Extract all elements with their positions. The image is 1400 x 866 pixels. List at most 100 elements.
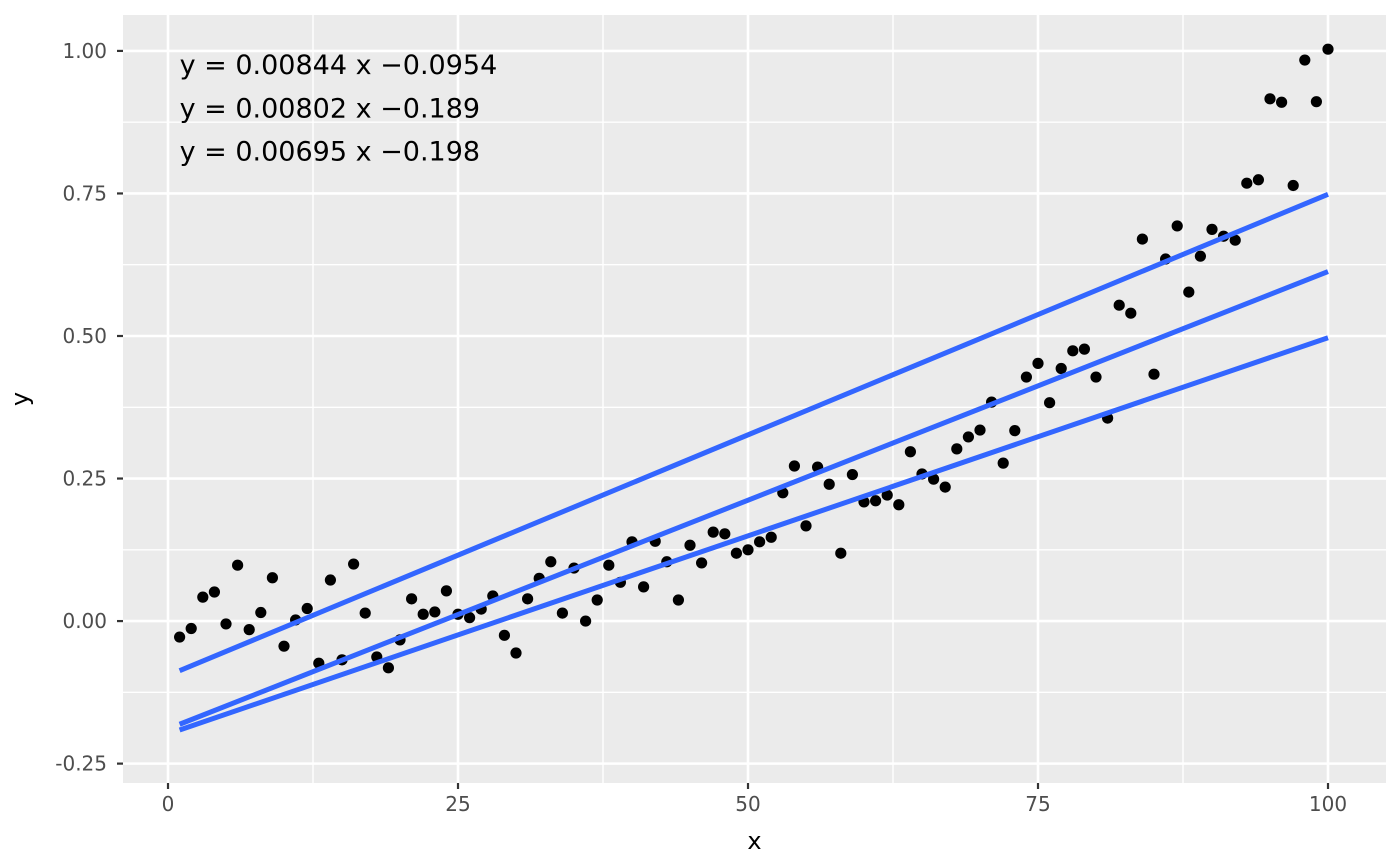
data-point bbox=[1078, 343, 1091, 355]
data-point bbox=[1183, 286, 1195, 298]
data-point bbox=[707, 526, 719, 538]
x-tick-label: 75 bbox=[1025, 792, 1050, 816]
data-point bbox=[197, 591, 209, 603]
equation-label: y = 0.00802 x −0.189 bbox=[180, 94, 480, 125]
data-point bbox=[846, 468, 859, 481]
data-point bbox=[1136, 233, 1149, 245]
regression-line bbox=[178, 269, 1329, 727]
equation-labels: y = 0.00844 x −0.0954 y = 0.00802 x −0.18… bbox=[180, 50, 498, 167]
data-point bbox=[232, 559, 244, 571]
data-point bbox=[348, 558, 360, 570]
y-tick-label: 0.25 bbox=[62, 467, 107, 491]
data-point bbox=[1020, 371, 1033, 383]
data-point bbox=[1206, 223, 1218, 235]
data-point bbox=[800, 520, 812, 532]
regression-line bbox=[178, 335, 1329, 733]
data-point bbox=[1252, 174, 1265, 186]
data-point bbox=[1044, 397, 1056, 409]
data-point bbox=[1299, 54, 1311, 66]
data-point bbox=[835, 547, 847, 559]
data-point bbox=[301, 602, 313, 615]
data-point bbox=[220, 618, 232, 630]
equation-label: y = 0.00695 x −0.198 bbox=[180, 136, 480, 167]
data-point bbox=[974, 424, 986, 436]
minor-gridlines bbox=[123, 15, 1386, 783]
data-point bbox=[1310, 96, 1323, 108]
panel-background bbox=[123, 15, 1386, 783]
data-point bbox=[1113, 299, 1125, 311]
data-point bbox=[893, 499, 905, 511]
data-point bbox=[719, 528, 731, 540]
data-point bbox=[545, 556, 557, 568]
data-point bbox=[1009, 425, 1021, 437]
y-tick-labels: -0.25 0.00 0.25 0.50 0.75 1.00 bbox=[55, 39, 107, 776]
data-point bbox=[1194, 250, 1207, 262]
data-point bbox=[382, 662, 395, 674]
data-point bbox=[406, 593, 418, 605]
data-point bbox=[672, 594, 685, 606]
data-point bbox=[522, 593, 534, 605]
data-point bbox=[266, 572, 279, 584]
data-point bbox=[1241, 177, 1253, 189]
data-point bbox=[243, 624, 255, 636]
data-point bbox=[754, 536, 766, 548]
data-point bbox=[1229, 234, 1241, 246]
x-axis-title: x bbox=[747, 827, 761, 855]
y-tick-label: 0.75 bbox=[62, 181, 107, 205]
data-point bbox=[881, 489, 893, 501]
data-point bbox=[928, 473, 940, 485]
data-point bbox=[208, 586, 221, 598]
data-point bbox=[1090, 371, 1102, 383]
data-point bbox=[278, 640, 290, 652]
data-point bbox=[1032, 357, 1044, 369]
data-point bbox=[1125, 307, 1137, 319]
data-point bbox=[1055, 362, 1067, 375]
y-tick-label: 0.00 bbox=[62, 609, 107, 633]
data-point bbox=[174, 631, 186, 643]
x-tick-label: 0 bbox=[162, 792, 175, 816]
data-point bbox=[1067, 345, 1079, 357]
data-point bbox=[638, 581, 650, 593]
x-tick-label: 50 bbox=[735, 792, 760, 816]
data-point bbox=[730, 547, 743, 559]
major-gridlines bbox=[123, 15, 1386, 783]
regression-line bbox=[178, 191, 1329, 673]
data-point bbox=[185, 622, 197, 635]
x-tick-labels: 0 25 50 75 100 bbox=[162, 792, 1347, 816]
x-tick-label: 25 bbox=[445, 792, 470, 816]
data-point bbox=[765, 531, 777, 543]
data-point bbox=[324, 574, 337, 586]
data-point bbox=[580, 615, 592, 627]
data-point bbox=[1276, 96, 1288, 108]
data-point bbox=[359, 607, 371, 619]
x-tick-label: 100 bbox=[1309, 792, 1347, 816]
data-point bbox=[1171, 220, 1183, 232]
data-point bbox=[429, 606, 441, 618]
data-point bbox=[417, 608, 429, 620]
data-point bbox=[440, 585, 453, 597]
data-point bbox=[788, 460, 801, 472]
equation-label: y = 0.00844 x −0.0954 bbox=[180, 50, 498, 81]
data-point bbox=[510, 647, 522, 659]
regression-lines bbox=[178, 191, 1329, 733]
data-point bbox=[464, 612, 476, 624]
data-point bbox=[997, 457, 1009, 469]
axis-ticks bbox=[117, 49, 1330, 789]
data-point bbox=[1287, 179, 1299, 192]
y-tick-label: -0.25 bbox=[55, 752, 107, 776]
y-axis-title: y bbox=[6, 392, 34, 406]
data-point bbox=[1148, 368, 1160, 380]
data-point bbox=[870, 495, 882, 507]
data-point bbox=[962, 431, 975, 443]
data-point bbox=[939, 481, 951, 493]
y-tick-label: 1.00 bbox=[62, 39, 107, 63]
data-point bbox=[696, 557, 708, 569]
data-point bbox=[684, 539, 696, 551]
data-point bbox=[603, 559, 615, 571]
data-point bbox=[498, 629, 511, 641]
data-point bbox=[742, 544, 754, 556]
y-tick-label: 0.50 bbox=[62, 324, 107, 348]
data-point bbox=[1264, 93, 1276, 105]
